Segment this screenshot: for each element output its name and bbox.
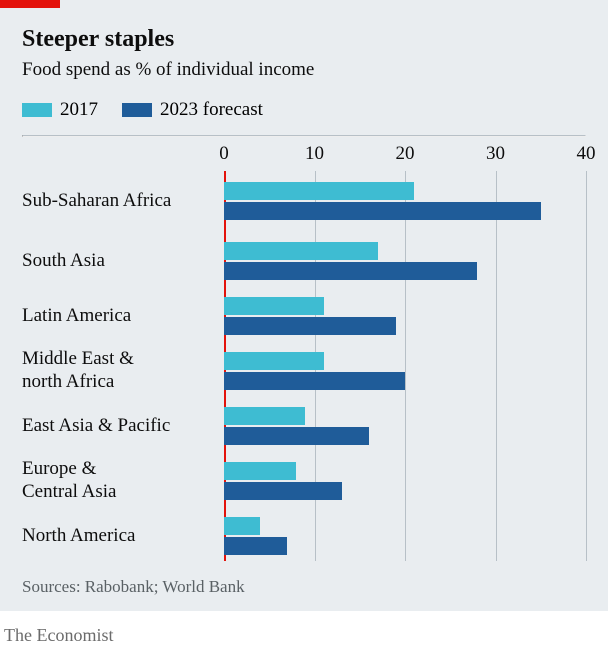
bar-group [224,242,586,280]
sources-text: Sources: Rabobank; World Bank [22,577,586,597]
legend-item: 2023 forecast [122,99,263,121]
bar [224,462,296,480]
legend: 2017 2023 forecast [22,99,586,121]
bar [224,427,369,445]
legend-swatch [122,103,152,117]
data-row: Middle East &north Africa [22,341,586,401]
x-tick-label: 40 [577,143,596,165]
plot-rows: Sub-Saharan Africa South Asia Latin Americ… [22,171,586,561]
footer-credit: The Economist [0,611,608,646]
chart-subtitle: Food spend as % of individual income [22,59,586,81]
data-row: North America [22,511,586,561]
bar [224,372,405,390]
legend-label: 2017 [60,99,98,121]
bar [224,517,260,535]
x-tick-label: 20 [396,143,415,165]
x-tick-label: 30 [486,143,505,165]
legend-swatch [22,103,52,117]
data-row: East Asia & Pacific [22,401,586,451]
bar-group [224,352,586,390]
x-axis: 010203040 [22,137,586,171]
bar-group [224,297,586,335]
legend-label: 2023 forecast [160,99,263,121]
bar [224,262,477,280]
bar-group [224,462,586,500]
chart-title: Steeper staples [22,26,586,53]
bar [224,537,287,555]
data-row: Europe &Central Asia [22,451,586,511]
bar [224,202,541,220]
bar [224,297,324,315]
bar [224,482,342,500]
bar [224,352,324,370]
bar [224,242,378,260]
bar-group [224,517,586,555]
bar-group [224,407,586,445]
bar [224,317,396,335]
category-label: Europe &Central Asia [22,458,224,504]
category-label: North America [22,525,224,548]
x-tick-label: 0 [219,143,229,165]
gridline [586,171,587,561]
category-label: Latin America [22,305,224,328]
data-row: Sub-Saharan Africa [22,171,586,231]
x-tick-label: 10 [305,143,324,165]
data-row: Latin America [22,291,586,341]
category-label: East Asia & Pacific [22,415,224,438]
bar [224,407,305,425]
data-row: South Asia [22,231,586,291]
category-label: Middle East &north Africa [22,348,224,394]
chart-container: Steeper staples Food spend as % of indiv… [0,0,608,611]
bar-group [224,182,586,220]
plot-area: 010203040 Sub-Saharan AfricaSouth AsiaLa… [22,135,586,561]
category-label: Sub-Saharan Africa [22,190,224,213]
bar [224,182,414,200]
category-label: South Asia [22,250,224,273]
legend-item: 2017 [22,99,98,121]
accent-tab [0,0,60,8]
